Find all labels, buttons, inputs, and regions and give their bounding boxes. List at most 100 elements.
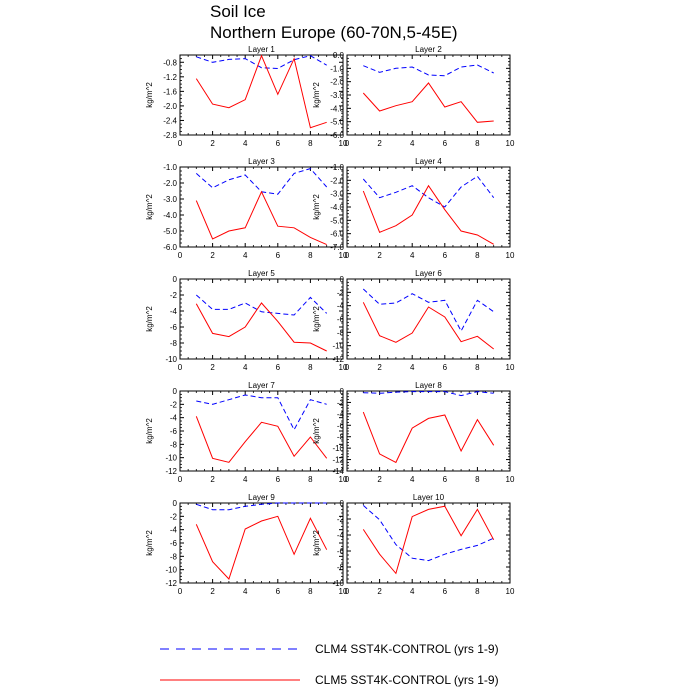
layer-10-x-tick-label-2: 2 [377,587,382,596]
layer-6-x-tick-label-4: 4 [410,363,415,372]
layer-5-clm4-series-line [195,294,328,316]
layer-9-x-tick-label-0: 0 [178,587,183,596]
layer-7-x-tick-label-0: 0 [178,475,183,484]
layer-9-x-tick-label-10: 10 [339,587,348,596]
layer-1-x-tick-label-0: 0 [178,139,183,148]
layer-9-x-tick-label-4: 4 [243,587,248,596]
layer-2-x-tick-label-2: 2 [377,139,382,148]
layer-4-y-tick-label-4: -3.0 [330,190,344,199]
layer-8-x-tick-label-4: 4 [410,475,415,484]
layer-1-y-tick-label-2: -2.0 [163,102,177,111]
layer-2-y-tick-label-6: 0.0 [333,51,345,60]
layer-6-y-tick-label-4: -4 [337,302,345,311]
layer-3-x-tick-label-0: 0 [178,251,183,260]
layer-7-y-axis-label: kg/m^2 [145,418,154,444]
layer-8-y-tick-label-0: -14 [332,467,344,476]
chart-layer-1: Layer 1 0 2 4 6 8 10 -2.8 -2.4 -2.0 -1.6 -1.2 -0.8 kg… [145,45,348,148]
layer-3-x-tick-label-4: 4 [243,251,248,260]
layer-10-x-tick-label-4: 4 [410,587,415,596]
layer-1-y-tick-label-0: -2.8 [163,131,177,140]
legend-label-clm4: CLM4 SST4K-CONTROL (yrs 1-9) [315,642,499,656]
chart-layer-4: Layer 40 2 4 6 8 10-7.0-6.0-5.0-4.0-3.0-2.0-1… [312,157,515,260]
layer-2-x-tick-label-6: 6 [443,139,448,148]
layer-3-y-tick-label-5: -1.0 [163,163,177,172]
layer-8-clm4-series-line [363,391,494,397]
layer-7-x-tick-label-6: 6 [276,475,281,484]
layer-9-y-tick-label-1: -10 [165,566,177,575]
layer-2-y-tick-label-3: -3.0 [330,91,344,100]
layer-10-x-tick-label-6: 6 [443,587,448,596]
layer-8-y-tick-label-6: -2 [337,398,345,407]
layer-4-clm4-series-line [362,175,495,208]
layer-5-y-tick-label-2: -6 [170,323,178,332]
layer-1-y-axis-label: kg/m^2 [145,82,154,108]
layer-5-y-tick-label-4: -2 [170,291,178,300]
layer-10-y-axis-label: kg/m^2 [312,530,321,556]
layer-7-y-tick-label-5: -2 [170,400,178,409]
layer-8-y-tick-label-4: -6 [337,421,345,430]
layer-4-x-tick-label-8: 8 [475,251,480,260]
layer-8-x-tick-label-10: 10 [506,475,515,484]
layer-9-x-tick-label-8: 8 [308,587,313,596]
layer-9-clm4-series-line [196,502,327,511]
layer-6-clm5-series-line [362,302,495,350]
layer-7-y-tick-label-2: -8 [170,440,178,449]
chart-layer-7: Layer 7 0 2 4 6 8 10 -12 -10 -8 -6 -4 -2 0 kg/m^2 [145,381,348,484]
layer-6-y-tick-label-5: -2 [337,288,345,297]
layer-3-title: Layer 3 [248,157,275,166]
layer-8-y-tick-label-7: 0 [340,387,345,396]
layer-10-y-tick-label-3: -4 [337,531,345,540]
layer-8-x-tick-label-6: 6 [443,475,448,484]
layer-4-y-tick-label-3: -4.0 [330,203,344,212]
layer-9-y-tick-label-5: -2 [170,512,178,521]
layer-8-x-tick-label-2: 2 [377,475,382,484]
layer-10-clm5-series-line [362,505,495,575]
layer-6-x-tick-label-0: 0 [345,363,350,372]
layer-10-x-tick-label-8: 8 [475,587,480,596]
layer-8-y-tick-label-3: -8 [337,433,345,442]
layer-2-plot-frame [346,54,511,136]
layer-4-y-tick-label-0: -7.0 [330,243,344,252]
chart-layer-2: Layer 20 2 4 6 8 10-6.0-5.0-4.0-3.0-2.0-1.00.… [312,45,515,148]
layer-5-y-tick-label-1: -8 [170,339,178,348]
layer-1-y-tick-label-3: -1.6 [163,87,177,96]
layer-7-y-tick-label-6: 0 [173,387,178,396]
layer-1-y-tick-label-1: -2.4 [163,116,177,125]
layer-1-x-tick-label-10: 10 [339,139,348,148]
layer-2-y-tick-label-2: -4.0 [330,104,344,113]
layer-8-clm5-series-line [362,411,495,464]
layer-3-x-tick-label-10: 10 [339,251,348,260]
layer-4-y-axis-label: kg/m^2 [312,194,321,220]
layer-8-y-tick-label-1: -12 [332,456,344,465]
layer-6-x-tick-label-10: 10 [506,363,515,372]
layer-4-plot-frame [346,166,511,248]
layer-9-y-tick-label-6: 0 [173,499,178,508]
layer-6-y-tick-label-3: -6 [337,315,345,324]
layer-5-x-tick-label-10: 10 [339,363,348,372]
layer-7-y-tick-label-1: -10 [165,454,177,463]
layer-10-y-tick-label-5: 0 [340,499,345,508]
layer-9-title: Layer 9 [248,493,275,502]
layer-2-x-tick-label-10: 10 [506,139,515,148]
layer-3-y-tick-label-3: -3.0 [163,195,177,204]
legend: CLM4 SST4K-CONTROL (yrs 1-9) CLM5 SST4K-… [160,642,499,687]
layer-8-x-tick-label-8: 8 [475,475,480,484]
layer-4-y-tick-label-5: -2.0 [330,176,344,185]
layer-1-clm5-series-line [195,54,327,129]
layer-5-y-tick-label-5: 0 [173,275,178,284]
layer-5-x-tick-label-0: 0 [178,363,183,372]
layer-10-x-tick-label-10: 10 [506,587,515,596]
layer-10-plot-frame [346,502,511,584]
layer-3-x-tick-label-6: 6 [276,251,281,260]
layer-2-x-tick-label-0: 0 [345,139,350,148]
layer-1-clm4-series-line [196,55,327,70]
layer-10-y-tick-label-4: -2 [337,515,345,524]
layer-1-x-tick-label-4: 4 [243,139,248,148]
layer-10-y-tick-label-1: -8 [337,563,345,572]
layer-9-y-tick-label-3: -6 [170,539,178,548]
layer-7-x-tick-label-8: 8 [308,475,313,484]
layer-9-clm5-series-line [195,515,328,580]
layer-2-x-tick-label-4: 4 [410,139,415,148]
layer-7-x-tick-label-2: 2 [210,475,215,484]
